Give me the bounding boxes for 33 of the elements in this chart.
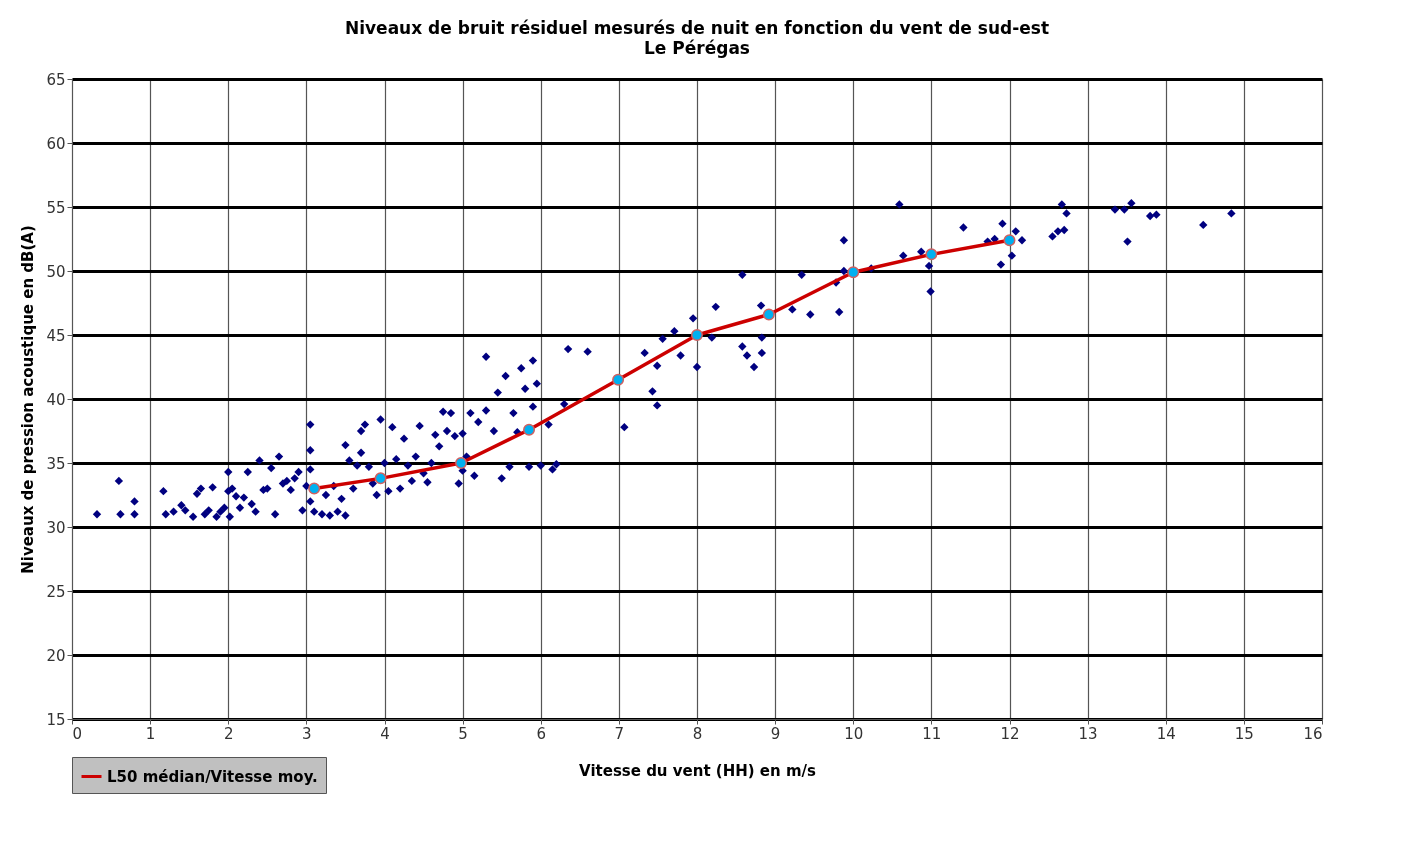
- y-tick-label: 55: [46, 198, 66, 217]
- legend-label: L50 médian/Vitesse moy.: [107, 767, 318, 786]
- x-tick-label: 1: [145, 724, 156, 743]
- y-tick-label: 60: [46, 134, 66, 153]
- x-tick-label: 9: [770, 724, 781, 743]
- x-tick-label: 6: [536, 724, 547, 743]
- x-tick-label: 15: [1234, 724, 1254, 743]
- x-tick-label: 2: [223, 724, 234, 743]
- y-tick-label: 30: [46, 518, 66, 537]
- x-tick-label: 7: [614, 724, 625, 743]
- chart-title: Niveaux de bruit résiduel mesurés de nuit en fonction du vent de sud-est: [344, 18, 1050, 38]
- x-tick-label: 8: [692, 724, 703, 743]
- y-tick-label: 50: [46, 262, 66, 281]
- x-tick-label: 16: [1303, 724, 1323, 743]
- y-tick-label: 20: [46, 646, 66, 665]
- y-tick-label: 65: [46, 70, 66, 89]
- x-tick-label: 4: [380, 724, 390, 743]
- x-tick-label: 10: [844, 724, 864, 743]
- y-tick-label: 25: [46, 582, 66, 601]
- x-tick-label: 3: [302, 724, 312, 743]
- chart-subtitle: Le Pérégas: [644, 38, 750, 58]
- y-tick-label: 45: [46, 326, 66, 345]
- x-tick-label: 14: [1156, 724, 1176, 743]
- x-tick-label: 0: [72, 724, 83, 743]
- x-tick-label: 13: [1078, 724, 1098, 743]
- y-tick-label: 15: [46, 710, 66, 729]
- x-tick-label: 12: [1000, 724, 1020, 743]
- x-tick-label: 5: [458, 724, 468, 743]
- y-axis-title: Niveaux de pression acoustique en dB(A): [19, 225, 38, 574]
- x-tick-label: 11: [922, 724, 942, 743]
- y-tick-label: 40: [46, 390, 66, 409]
- x-axis-title: Vitesse du vent (HH) en m/s: [579, 761, 817, 780]
- y-tick-label: 35: [46, 454, 66, 473]
